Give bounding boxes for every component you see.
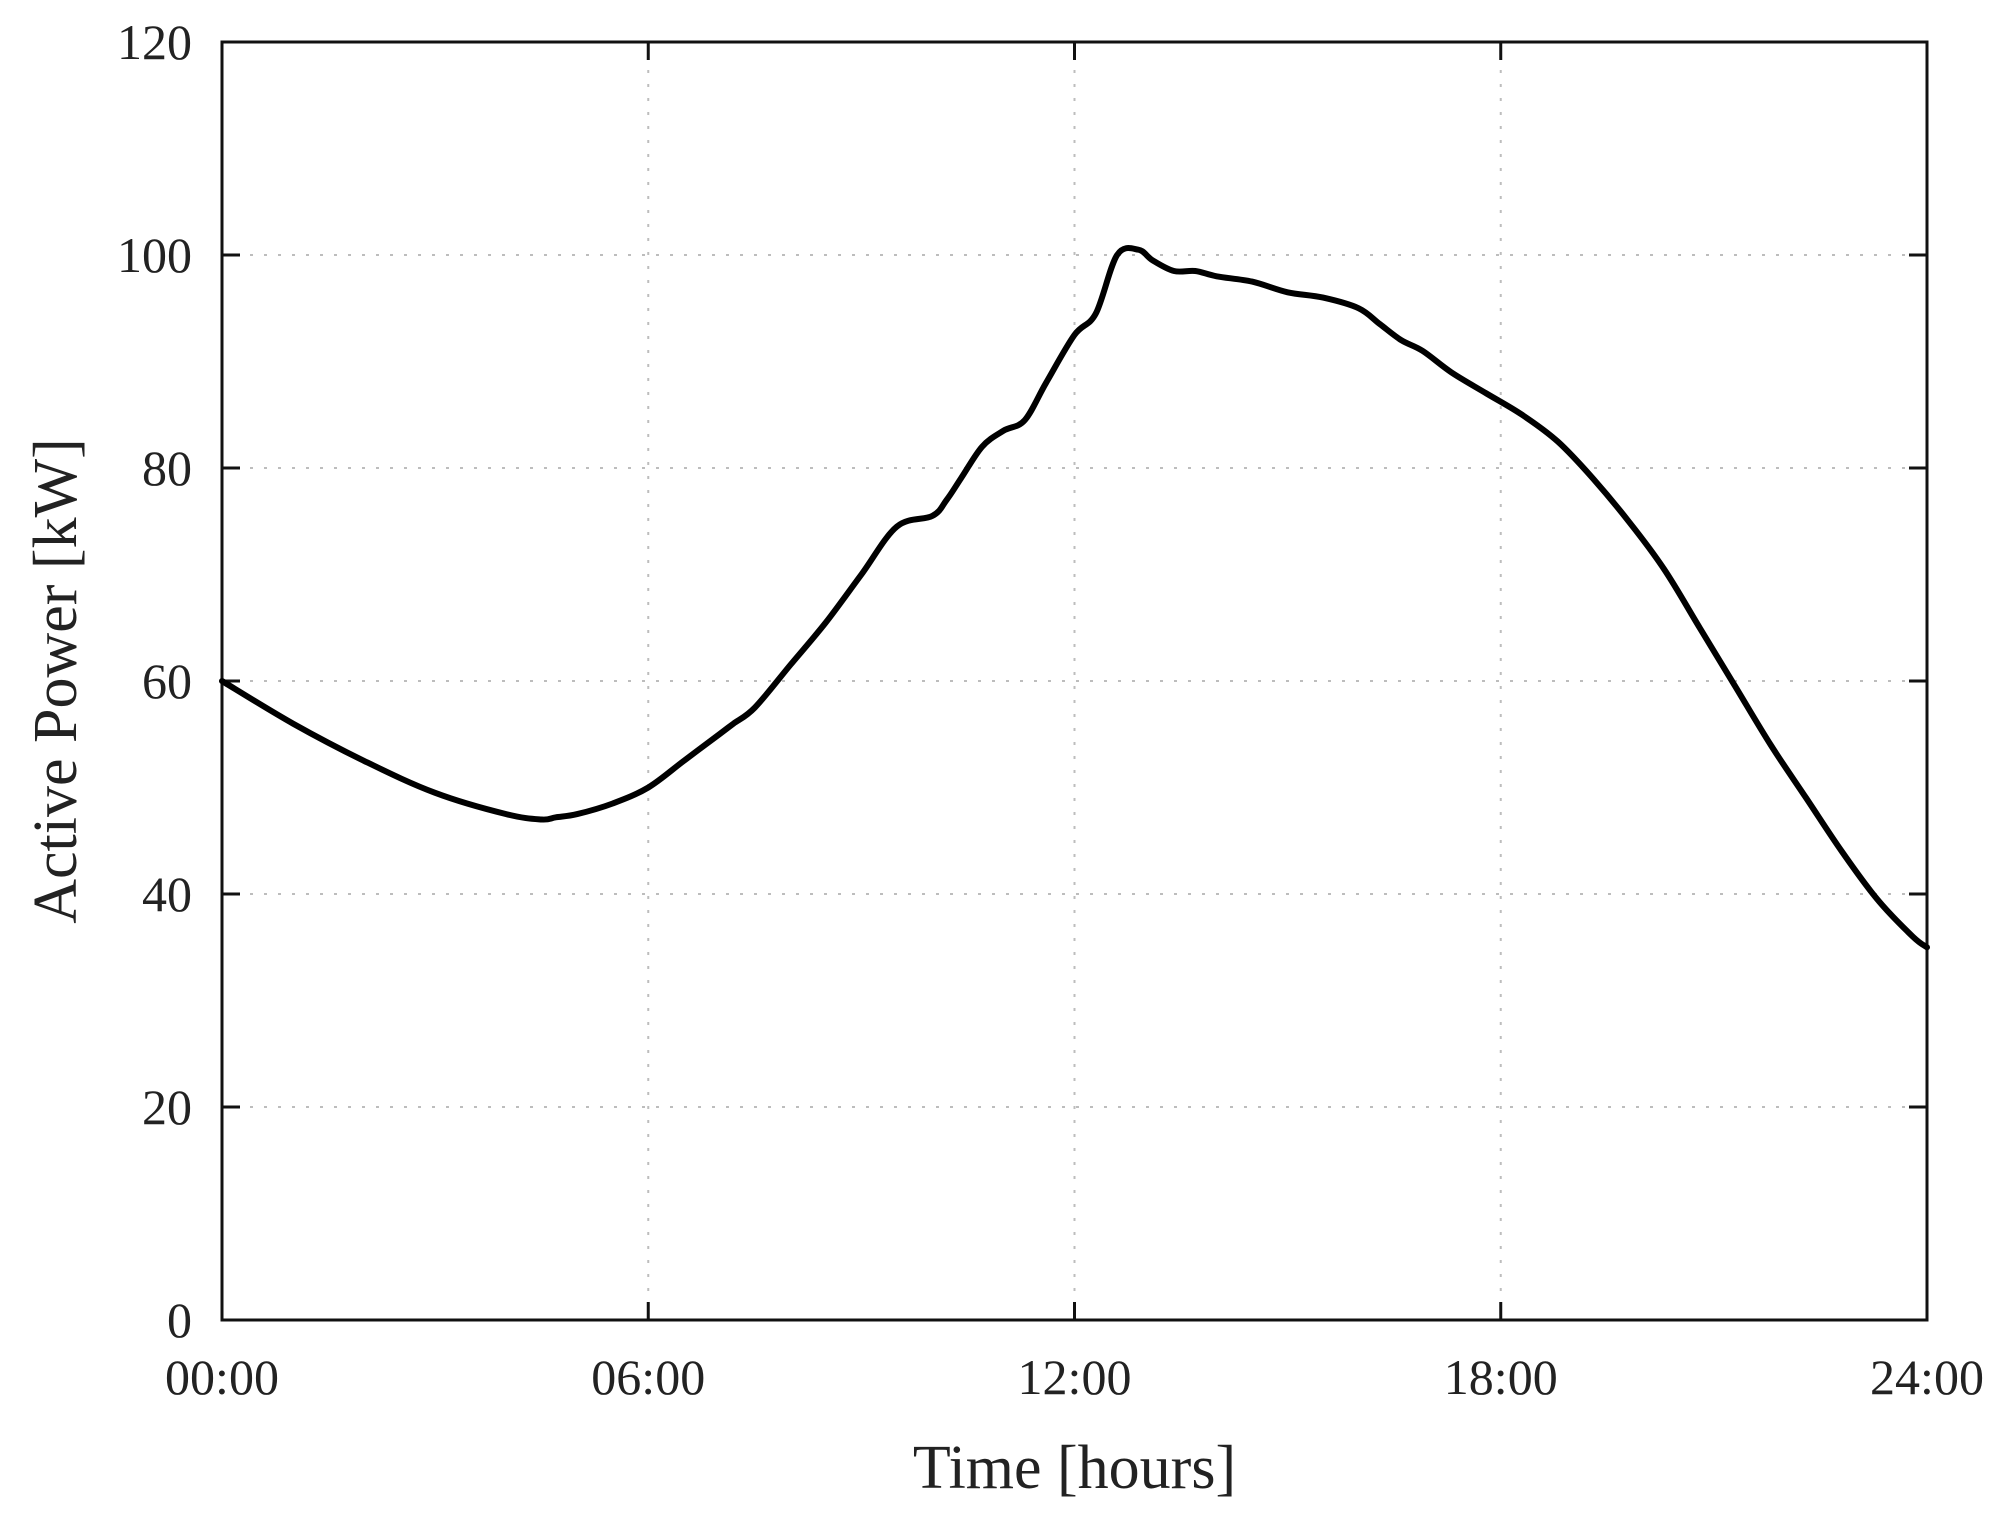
y-axis-label: Active Power [kW]: [22, 438, 90, 924]
y-tick-label: 40: [142, 866, 192, 922]
x-tick-label: 12:00: [1018, 1349, 1132, 1405]
plot-frame: [220, 40, 1929, 1322]
tick-marks: [220, 40, 1929, 1322]
x-tick-labels: 00:00 06:00 12:00 18:00 24:00: [165, 1349, 1984, 1405]
grid-lines: [222, 42, 1927, 1320]
y-tick-label: 60: [142, 653, 192, 709]
series-line-active-power: [219, 245, 1930, 951]
x-axis-label: Time [hours]: [913, 1434, 1236, 1502]
y-tick-label: 100: [117, 227, 192, 283]
y-tick-label: 120: [117, 14, 192, 70]
x-tick-label: 06:00: [591, 1349, 705, 1405]
x-tick-label: 00:00: [165, 1349, 279, 1405]
y-tick-label: 20: [142, 1079, 192, 1135]
x-tick-label: 18:00: [1444, 1349, 1558, 1405]
x-tick-label: 24:00: [1870, 1349, 1984, 1405]
y-tick-label: 0: [167, 1292, 192, 1348]
y-tick-labels: 0 20 40 60 80 100 120: [117, 14, 192, 1348]
y-tick-label: 80: [142, 440, 192, 496]
